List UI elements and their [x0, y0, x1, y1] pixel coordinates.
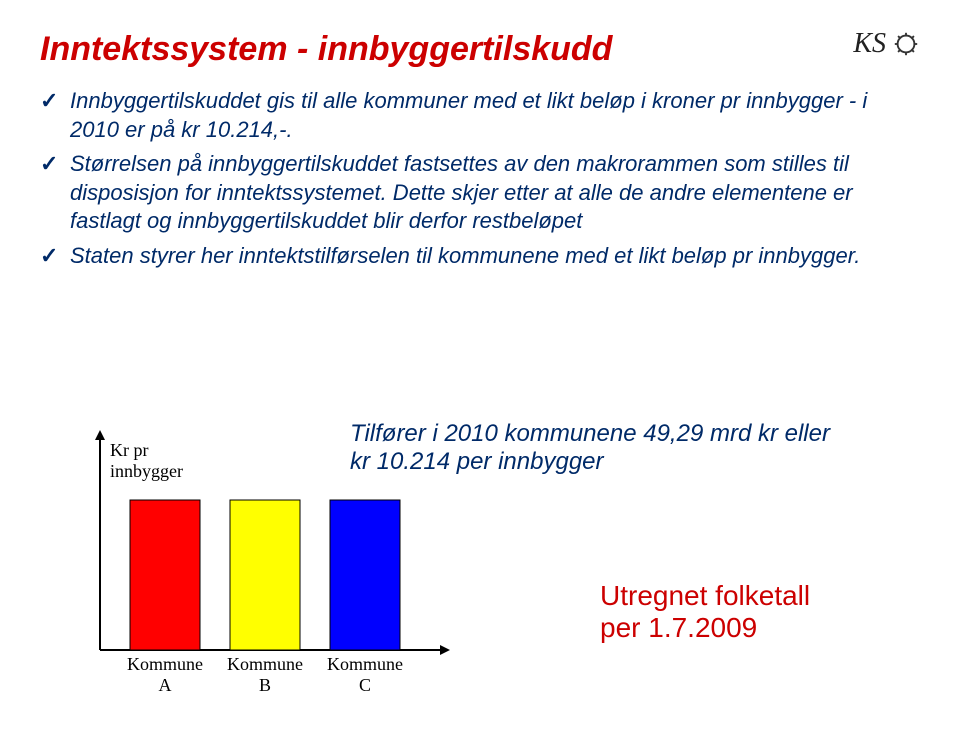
footnote: Utregnet folketall per 1.7.2009 [600, 580, 810, 644]
x-axis-label: KommuneA [125, 654, 205, 696]
bullet-list: Innbyggertilskuddet gis til alle kommune… [40, 87, 920, 271]
x-axis-label: KommuneB [225, 654, 305, 696]
chart-svg [90, 430, 450, 670]
bullet-item: Størrelsen på innbyggertilskuddet fastse… [40, 150, 920, 236]
bullet-item: Staten styrer her inntektstilførselen ti… [40, 242, 920, 271]
page-title: Inntektssystem - innbyggertilskudd [40, 30, 920, 69]
bar-chart: Kr pr innbygger KommuneAKommuneBKommuneC [90, 410, 510, 700]
ks-logo: KS [853, 28, 920, 60]
logo-text: KS [853, 28, 886, 60]
x-axis-label: KommuneC [325, 654, 405, 696]
bullet-item: Innbyggertilskuddet gis til alle kommune… [40, 87, 920, 144]
gear-icon [892, 30, 920, 58]
